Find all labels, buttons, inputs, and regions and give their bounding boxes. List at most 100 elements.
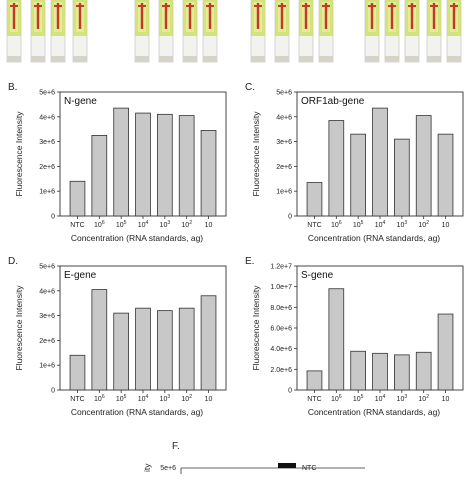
x-tick-label: NTC <box>307 222 321 229</box>
x-tick-label: 105 <box>353 394 364 403</box>
y-tick-label: 5e+6 <box>276 90 292 97</box>
x-tick-label: 106 <box>331 394 342 403</box>
panel-e: E. 0 2.0e+6 4.0e+6 6.0e+6 8.0e+6 1.0e+7 1.2e+7 S… <box>237 256 474 426</box>
y-tick-label: 4.0e+6 <box>270 346 292 353</box>
y-tick-label: 1e+6 <box>39 189 55 196</box>
x-tick-label: 10 <box>205 396 213 403</box>
bar-10e6 <box>328 120 345 217</box>
bar-10e2 <box>178 307 195 391</box>
y-tick-label: 4e+6 <box>39 114 55 121</box>
bar-10 <box>200 130 217 217</box>
test-strip <box>404 0 420 63</box>
y-axis-title: Fluorescence Intensity <box>251 111 261 197</box>
x-tick-label: 105 <box>353 220 364 229</box>
y-tick-label: 2e+6 <box>39 338 55 345</box>
test-strip <box>50 0 66 63</box>
y-tick-label: 4e+6 <box>276 114 292 121</box>
bar-10e4 <box>135 112 151 217</box>
bar-NTC <box>69 180 86 217</box>
x-tick-label: 10 <box>205 222 213 229</box>
y-tick-label: 2e+6 <box>39 164 55 171</box>
y-tick-label: 5e+6 <box>39 90 55 97</box>
chart-title: ORF1ab-gene <box>301 96 365 107</box>
x-tick-label: 10 <box>442 222 450 229</box>
bar-10e3 <box>394 138 410 217</box>
y-tick-label: 1.0e+7 <box>270 284 292 291</box>
test-strip <box>384 0 400 63</box>
chart-title: N-gene <box>64 96 97 107</box>
chart-e: E. 0 2.0e+6 4.0e+6 6.0e+6 8.0e+6 1.0e+7 1.2e+7 S… <box>245 256 464 417</box>
bar-NTC <box>306 182 323 217</box>
panel-f: F. ity 5e+6 NTC <box>0 440 474 474</box>
y-tick-label: 8.0e+6 <box>270 305 292 312</box>
x-tick-label: 106 <box>94 394 105 403</box>
panel-f-label: F. <box>172 441 180 452</box>
x-axis-title: Concentration (RNA standards, ag) <box>71 407 203 417</box>
x-tick-label: 103 <box>397 220 408 229</box>
x-tick-label: 103 <box>160 220 171 229</box>
test-strip <box>274 0 290 63</box>
y-tick-label: 5e+6 <box>39 264 55 271</box>
x-axis-title: Concentration (RNA standards, ag) <box>308 407 440 417</box>
x-tick-label: 106 <box>94 220 105 229</box>
y-tick-label: 1e+6 <box>39 363 55 370</box>
chart-c: C. 0 1e+6 2e+6 3e+6 4e+6 5e+6 ORF1ab-gene NTC 106… <box>245 82 464 243</box>
test-strip <box>250 0 266 63</box>
x-tick-label: NTC <box>70 222 84 229</box>
x-tick-label: 103 <box>160 394 171 403</box>
test-strip <box>134 0 150 63</box>
bar-10e6 <box>91 135 108 217</box>
x-tick-label: 102 <box>418 394 429 403</box>
bar-10e2 <box>415 351 432 391</box>
chart-title: S-gene <box>301 270 334 281</box>
x-tick-label: 105 <box>116 394 127 403</box>
chart-d: D. 0 1e+6 2e+6 3e+6 4e+6 5e+6 E-gene NTC 106 105 10… <box>8 256 227 417</box>
x-tick-label: 105 <box>116 220 127 229</box>
bar-10e4 <box>372 352 388 391</box>
x-tick-label: 104 <box>375 220 386 229</box>
bar-10e3 <box>157 310 173 391</box>
bar-NTC <box>69 354 86 391</box>
x-axis-title: Concentration (RNA standards, ag) <box>71 233 203 243</box>
bar-10e6 <box>91 289 108 391</box>
test-strip <box>30 0 46 63</box>
test-strip <box>158 0 174 63</box>
bar-10e5 <box>350 350 366 391</box>
y-tick-label: 1.2e+7 <box>270 264 292 271</box>
test-strip <box>202 0 218 63</box>
x-tick-label: 104 <box>375 394 386 403</box>
bar-10e3 <box>394 354 410 391</box>
panel-label: D. <box>8 256 18 267</box>
chart-b: B. 0 1e+6 2e+6 3e+6 4e+6 5e+6 N-gene NTC 106 105 10… <box>8 82 227 243</box>
y-tick-label: 1e+6 <box>276 189 292 196</box>
panel-f-ytick-top: 5e+6 <box>160 465 176 472</box>
panel-f-legend-swatch <box>278 463 296 468</box>
test-strip <box>72 0 88 63</box>
panel-label: C. <box>245 82 255 93</box>
panel-f-ylabel-fragment: ity <box>142 463 152 472</box>
y-axis-title: Fluorescence Intensity <box>14 285 24 371</box>
panel-f-legend-ntc: NTC <box>302 465 316 472</box>
x-axis-title: Concentration (RNA standards, ag) <box>308 233 440 243</box>
panel-label: E. <box>245 256 254 267</box>
panel-label: B. <box>8 82 17 93</box>
test-strips-photo <box>6 0 462 63</box>
chart-f-partial: F. ity 5e+6 NTC <box>142 441 365 474</box>
y-axis-title: Fluorescence Intensity <box>14 111 24 197</box>
test-strip <box>6 0 22 63</box>
bar-10e5 <box>350 133 366 217</box>
x-tick-label: 103 <box>397 394 408 403</box>
y-tick-label: 4e+6 <box>39 288 55 295</box>
y-tick-label: 0 <box>51 214 55 221</box>
panel-b: B. 0 1e+6 2e+6 3e+6 4e+6 5e+6 N-gene NTC 106 105 10… <box>0 82 237 252</box>
x-tick-label: 102 <box>181 220 192 229</box>
bar-10e6 <box>328 288 345 391</box>
bar-10e2 <box>415 115 432 217</box>
y-tick-label: 2.0e+6 <box>270 367 292 374</box>
y-tick-label: 3e+6 <box>39 139 55 146</box>
bar-NTC <box>306 370 323 391</box>
bar-10 <box>437 313 454 391</box>
test-strip <box>182 0 198 63</box>
x-tick-label: 102 <box>181 394 192 403</box>
test-strip <box>364 0 380 63</box>
